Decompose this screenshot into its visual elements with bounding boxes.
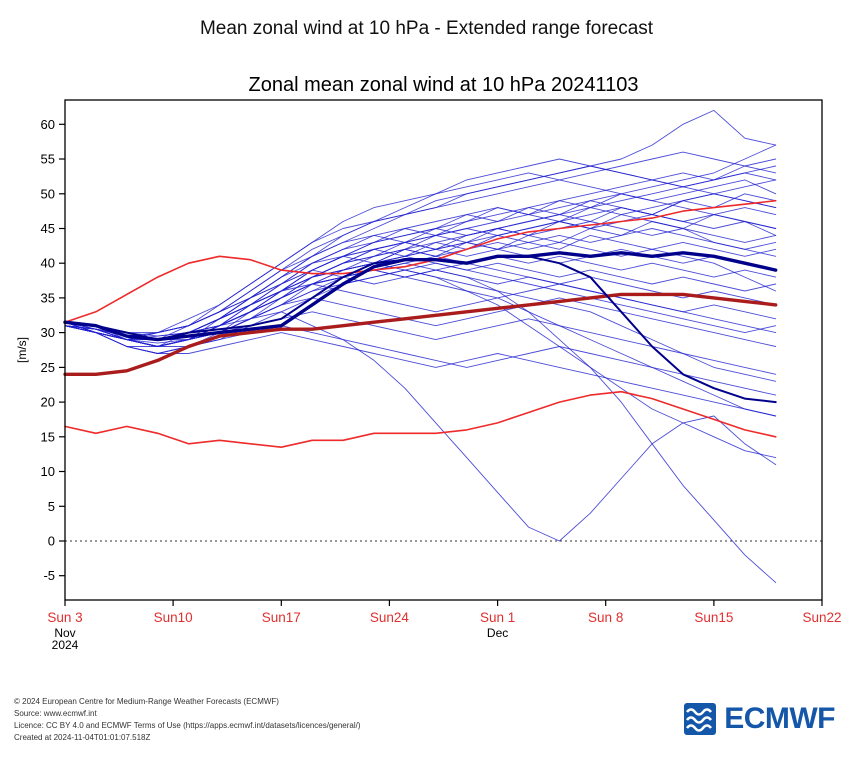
footer-copyright: © 2024 European Centre for Medium-Range … xyxy=(14,697,279,706)
x-tick-label: Sun 3 xyxy=(47,610,82,625)
y-tick-label: 55 xyxy=(41,152,55,167)
plot-frame xyxy=(64,99,823,601)
ensemble-member-line xyxy=(64,214,777,341)
x-tick-label: Sun17 xyxy=(262,610,301,625)
x-tick-label: Sun15 xyxy=(694,610,733,625)
y-tick-label: 40 xyxy=(41,256,55,271)
ensemble-member-line xyxy=(64,262,777,584)
ensemble-member-line xyxy=(64,321,777,417)
ensemble-member-line xyxy=(64,255,777,341)
ensemble-member-line xyxy=(64,172,777,341)
chart-title: Zonal mean zonal wind at 10 hPa 20241103 xyxy=(248,74,639,96)
ensemble-member-line xyxy=(64,221,777,347)
y-tick-label: 30 xyxy=(41,325,55,340)
page-title: Mean zonal wind at 10 hPa - Extended ran… xyxy=(199,18,654,39)
y-tick-label: 60 xyxy=(41,117,55,132)
footer-licence: Licence: CC BY 4.0 and ECMWF Terms of Us… xyxy=(14,721,361,730)
ensemble-member-line xyxy=(64,158,777,337)
footer: © 2024 European Centre for Medium-Range … xyxy=(14,696,361,744)
ensemble-member-line xyxy=(64,269,777,382)
ecmwf-logo-text: ECMWF xyxy=(724,702,835,735)
ensemble-member-line xyxy=(64,193,777,347)
x-month-label: Dec xyxy=(487,626,508,640)
ensemble-member-line xyxy=(64,325,777,396)
ensemble-member-line xyxy=(64,311,777,375)
ensemble-member-line xyxy=(64,262,777,459)
ensemble-member-line xyxy=(64,283,777,341)
y-tick-label: 20 xyxy=(41,395,55,410)
ecmwf-logo-icon xyxy=(684,703,717,735)
ensemble-member-line xyxy=(64,255,777,341)
y-tick-label: 0 xyxy=(48,534,55,549)
y-tick-label: 15 xyxy=(41,429,55,444)
y-axis-label: [m/s] xyxy=(15,337,29,363)
x-tick-label: Sun 1 xyxy=(480,610,515,625)
y-tick-label: 10 xyxy=(41,464,55,479)
climatology-upper-line xyxy=(64,199,777,324)
ensemble-median-line xyxy=(63,251,778,342)
forecast-chart: -5 0 5 10 15 20 25 30 35 40 45 50 55 60 [m/s] Sun 3 Sun1… xyxy=(15,99,842,652)
x-tick-label: Sun24 xyxy=(370,610,410,625)
ensemble-member-line xyxy=(64,262,777,347)
footer-source: Source: www.ecmwf.int xyxy=(14,709,97,718)
x-month-label: 2024 xyxy=(52,638,79,652)
climatology-mean-line xyxy=(63,292,778,376)
y-tick-label: 50 xyxy=(41,186,55,201)
y-tick-label: -5 xyxy=(43,568,55,583)
x-tick-label: Sun10 xyxy=(154,610,193,625)
y-tick-label: 5 xyxy=(48,499,55,514)
ecmwf-logo: ECMWF xyxy=(683,702,835,736)
x-tick-label: Sun 8 xyxy=(588,610,623,625)
x-tick-label: Sun22 xyxy=(802,610,841,625)
x-month-label: Nov xyxy=(54,626,75,640)
y-tick-label: 45 xyxy=(41,221,55,236)
climatology-lower-line xyxy=(64,390,777,449)
y-tick-label: 25 xyxy=(41,360,55,375)
y-tick-label: 35 xyxy=(41,290,55,305)
footer-created-at: Created at 2024-11-04T01:01:07.518Z xyxy=(14,733,151,742)
